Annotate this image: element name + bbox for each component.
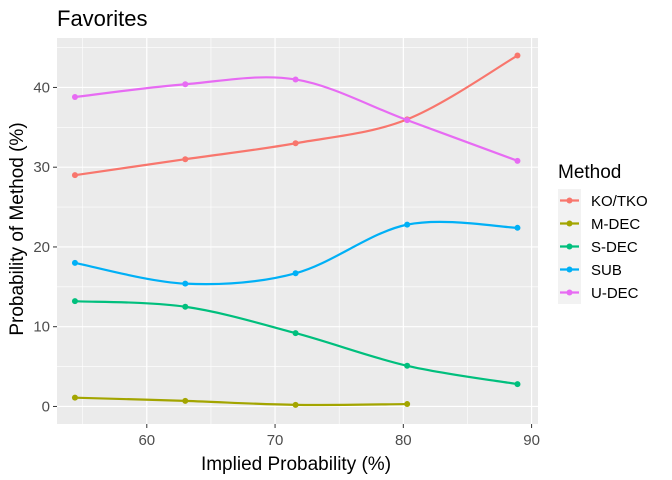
legend-item-u-dec: U-DEC: [558, 281, 639, 304]
data-point-s-dec: [292, 330, 299, 337]
data-point-ko-tko: [71, 172, 78, 179]
data-point-s-dec: [182, 303, 189, 310]
y-axis-title: Probability of Method (%): [7, 122, 28, 335]
data-point-u-dec: [404, 117, 411, 124]
legend-key-point: [566, 266, 573, 273]
data-point-ko-tko: [514, 52, 521, 59]
legend-title: Method: [558, 162, 621, 183]
data-point-m-dec: [182, 397, 189, 404]
legend-items: KO/TKO M-DEC S-DEC SUB U-DEC: [558, 189, 648, 304]
data-point-s-dec: [71, 298, 78, 305]
legend-item-m-dec: M-DEC: [558, 212, 640, 235]
legend-label-u-dec: U-DEC: [591, 285, 639, 302]
data-point-sub: [292, 270, 299, 277]
data-point-sub: [404, 221, 411, 228]
series-s-dec: [71, 298, 521, 388]
data-point-u-dec: [514, 157, 521, 164]
data-point-s-dec: [404, 362, 411, 369]
series-u-dec: [71, 76, 521, 164]
data-point-u-dec: [182, 81, 189, 88]
legend-label-ko-tko: KO/TKO: [591, 193, 648, 210]
data-point-u-dec: [71, 94, 78, 101]
x-tick-label: 90: [523, 432, 540, 449]
data-point-ko-tko: [292, 140, 299, 147]
legend-label-s-dec: S-DEC: [591, 239, 638, 256]
series-sub: [71, 220, 521, 287]
chart-title: Favorites: [57, 6, 147, 31]
x-tick-label: 80: [395, 432, 412, 449]
y-tick-label: 30: [33, 159, 50, 176]
y-tick-label: 20: [33, 239, 50, 256]
minor-gridlines: [57, 38, 538, 424]
legend: Method KO/TKO M-DEC S-DEC SUB U-DEC: [558, 162, 648, 304]
series-layer: [71, 52, 521, 408]
data-point-ko-tko: [182, 156, 189, 163]
legend-item-ko-tko: KO/TKO: [558, 189, 648, 212]
legend-key-point: [566, 289, 573, 296]
legend-key-point: [566, 243, 573, 250]
legend-item-s-dec: S-DEC: [558, 235, 638, 258]
legend-key-point: [566, 220, 573, 227]
legend-key-point: [566, 197, 573, 204]
y-tick-label: 40: [33, 79, 50, 96]
y-tick-label: 0: [42, 398, 50, 415]
data-point-sub: [182, 280, 189, 287]
x-tick-label: 70: [267, 432, 284, 449]
y-tick-label: 10: [33, 319, 50, 336]
x-tick-label: 60: [138, 432, 155, 449]
x-axis-title: Implied Probability (%): [201, 454, 391, 475]
data-point-s-dec: [514, 381, 521, 388]
plot-panel: [57, 38, 538, 424]
legend-item-sub: SUB: [558, 258, 622, 281]
data-point-m-dec: [404, 401, 411, 408]
series-m-dec: [71, 394, 411, 408]
legend-label-sub: SUB: [591, 262, 622, 279]
data-point-sub: [514, 224, 521, 231]
data-point-sub: [71, 259, 78, 266]
data-point-m-dec: [71, 394, 78, 401]
data-point-m-dec: [292, 401, 299, 408]
axis-ticks: 60 70 80 90 0 10 20 30 40: [33, 79, 540, 449]
legend-label-m-dec: M-DEC: [591, 216, 640, 233]
data-point-u-dec: [292, 76, 299, 83]
series-line-m-dec: [73, 396, 409, 407]
